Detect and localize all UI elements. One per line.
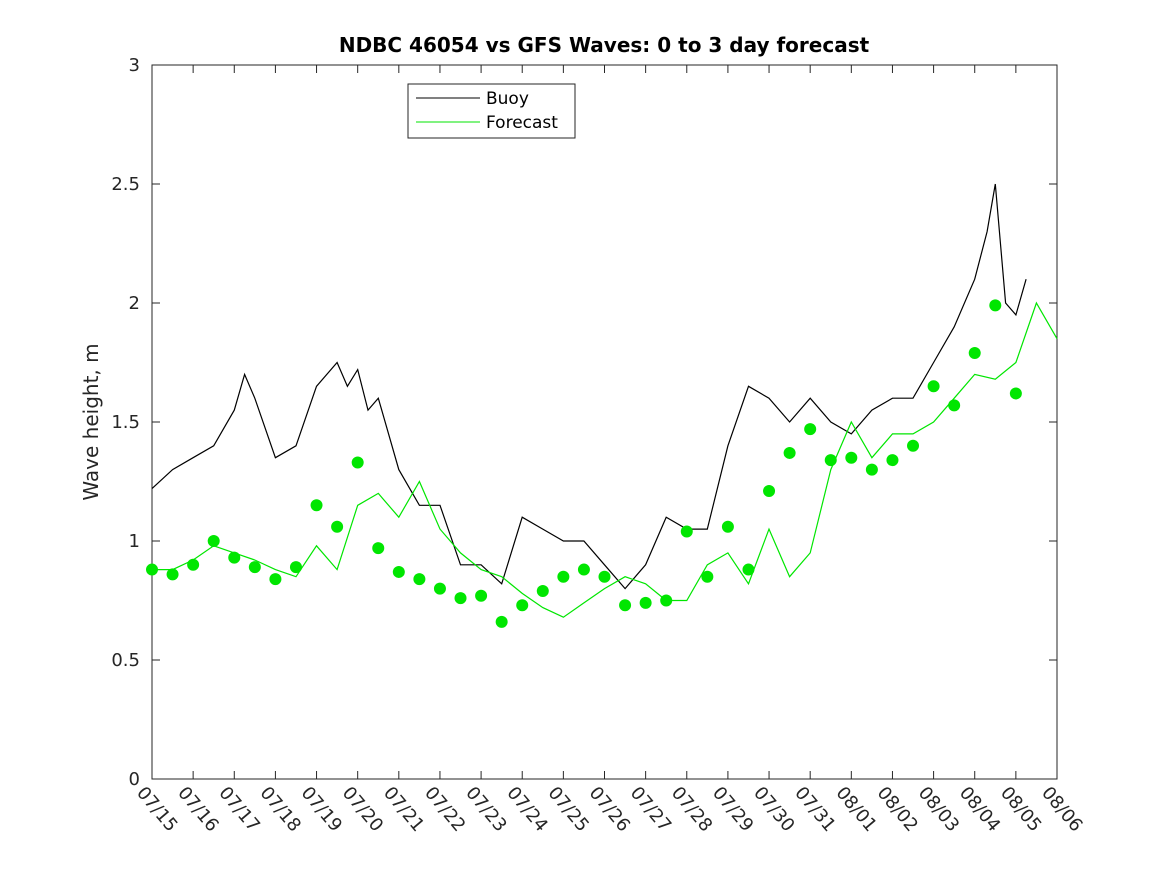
x-tick-label: 08/01	[831, 783, 880, 836]
forecast-point	[536, 584, 549, 597]
forecast-point	[886, 454, 899, 467]
x-tick-label: 07/24	[502, 783, 551, 836]
forecast-point	[392, 565, 405, 578]
y-tick-label: 0.5	[111, 650, 140, 671]
y-tick-label: 1	[129, 531, 140, 552]
x-tick-label: 07/20	[338, 783, 387, 836]
forecast-point	[968, 346, 981, 359]
x-tick-label: 08/02	[873, 783, 922, 836]
forecast-point	[660, 594, 673, 607]
x-tick-label: 07/31	[790, 783, 839, 836]
x-tick-label: 07/30	[749, 783, 798, 836]
forecast-point	[783, 446, 796, 459]
x-tick-label: 07/27	[626, 783, 675, 836]
x-tick-label: 08/06	[1037, 783, 1086, 836]
forecast-point	[845, 451, 858, 464]
x-tick-label: 07/28	[667, 783, 716, 836]
forecast-point	[516, 599, 529, 612]
forecast-point	[619, 599, 632, 612]
x-tick-label: 07/29	[708, 783, 757, 836]
x-tick-label: 08/04	[955, 783, 1004, 836]
y-axis-label: Wave height, m	[79, 343, 103, 500]
forecast-point	[742, 563, 755, 576]
forecast-point	[269, 573, 282, 586]
legend-label-buoy: Buoy	[486, 89, 529, 109]
x-tick-label: 07/18	[256, 783, 305, 836]
forecast-point	[639, 596, 652, 609]
forecast-point	[680, 525, 693, 538]
forecast-point	[372, 542, 385, 555]
forecast-point	[351, 456, 364, 469]
forecast-point	[166, 568, 179, 581]
series-line-buoy	[151, 183, 1027, 590]
x-tick-label: 07/25	[544, 783, 593, 836]
forecast-point	[433, 582, 446, 595]
forecast-point	[495, 615, 508, 628]
forecast-point	[248, 561, 261, 574]
forecast-point	[187, 558, 200, 571]
forecast-point	[907, 439, 920, 452]
y-tick-label: 2.5	[111, 174, 140, 195]
forecast-point	[598, 570, 611, 583]
forecast-point	[228, 551, 241, 564]
series-layer	[146, 183, 1058, 628]
x-tick-label: 08/05	[996, 783, 1045, 836]
x-tick-label: 07/19	[297, 783, 346, 836]
forecast-point	[146, 563, 158, 576]
y-tick-label: 2	[129, 293, 140, 314]
forecast-point	[577, 563, 590, 576]
forecast-point	[701, 570, 714, 583]
forecast-point	[331, 520, 344, 533]
forecast-point	[1009, 387, 1022, 400]
y-tick-label: 1.5	[111, 412, 140, 433]
legend: Buoy Forecast	[407, 83, 576, 139]
x-tick-label: 07/22	[420, 783, 469, 836]
x-tick-label: 07/26	[585, 783, 634, 836]
forecast-point	[454, 592, 467, 605]
forecast-point	[763, 485, 776, 498]
forecast-point	[804, 423, 817, 436]
forecast-point	[557, 570, 570, 583]
forecast-point	[289, 561, 302, 574]
y-tick-label: 0	[129, 769, 140, 790]
x-tick-label: 07/17	[214, 783, 263, 836]
forecast-point	[948, 399, 961, 412]
forecast-point	[989, 299, 1002, 312]
legend-label-forecast: Forecast	[486, 113, 558, 133]
plot-area	[151, 64, 1058, 780]
forecast-point	[413, 573, 426, 586]
legend-box	[407, 83, 576, 139]
forecast-point	[865, 463, 878, 476]
forecast-point	[927, 380, 940, 393]
forecast-point	[310, 499, 323, 512]
x-tick-label: 08/03	[914, 783, 963, 836]
y-tick-label: 3	[129, 55, 140, 76]
x-tick-label: 07/16	[173, 783, 222, 836]
forecast-point	[721, 520, 734, 533]
x-tick-label: 07/21	[379, 783, 428, 836]
series-line-forecast	[152, 301, 1058, 618]
forecast-point	[207, 535, 220, 547]
x-tick-label: 07/15	[132, 783, 181, 836]
forecast-point	[475, 589, 488, 602]
chart-title: NDBC 46054 vs GFS Waves: 0 to 3 day fore…	[339, 33, 870, 57]
x-tick-label: 07/23	[461, 783, 510, 836]
forecast-point	[824, 454, 837, 467]
